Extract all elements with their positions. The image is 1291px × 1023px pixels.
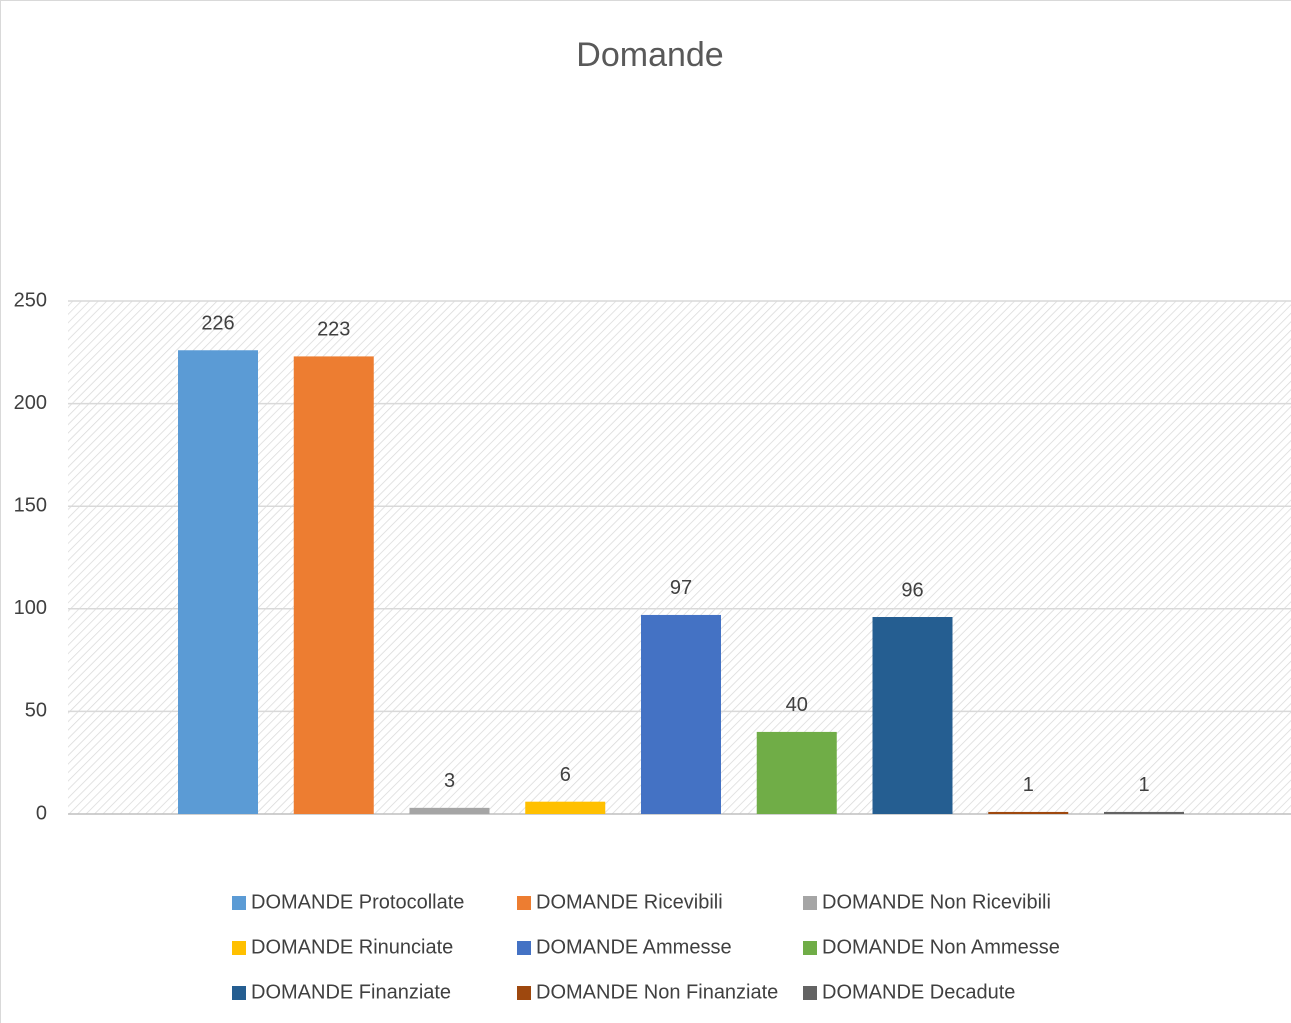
legend-swatch <box>232 896 246 910</box>
legend-swatch <box>803 941 817 955</box>
data-label: 40 <box>786 694 808 716</box>
legend-swatch <box>517 986 531 1000</box>
data-label: 223 <box>317 319 350 341</box>
legend-label: DOMANDE Rinunciate <box>251 936 453 958</box>
bar <box>409 807 490 814</box>
legend-label: DOMANDE Ricevibili <box>536 891 723 913</box>
data-label: 3 <box>444 770 455 792</box>
legend-label: DOMANDE Decadute <box>822 981 1015 1003</box>
legend-label: DOMANDE Ammesse <box>536 936 732 958</box>
chart-title: Domande <box>576 36 723 74</box>
bar <box>872 617 953 814</box>
legend-swatch <box>803 896 817 910</box>
data-label: 97 <box>670 577 692 599</box>
legend-swatch <box>517 941 531 955</box>
bar <box>1104 811 1184 814</box>
data-label: 6 <box>560 764 571 786</box>
bar <box>756 731 837 814</box>
legend-label: DOMANDE Protocollate <box>251 891 464 913</box>
legend-swatch <box>232 986 246 1000</box>
legend-swatch <box>803 986 817 1000</box>
y-tick-label: 200 <box>14 392 47 414</box>
data-label: 96 <box>901 579 923 601</box>
legend-label: DOMANDE Finanziate <box>251 981 451 1003</box>
legend-label: DOMANDE Non Finanziate <box>536 981 778 1003</box>
y-tick-label: 50 <box>25 700 47 722</box>
data-label: 226 <box>201 313 234 335</box>
legend-swatch <box>517 896 531 910</box>
legend-label: DOMANDE Non Ricevibili <box>822 891 1051 913</box>
legend-swatch <box>232 941 246 955</box>
legend-label: DOMANDE Non Ammesse <box>822 936 1060 958</box>
bar <box>641 614 721 814</box>
data-label: 1 <box>1138 774 1149 796</box>
data-label: 1 <box>1023 774 1034 796</box>
bar <box>988 811 1069 814</box>
y-tick-label: 250 <box>14 289 47 311</box>
y-tick-label: 100 <box>14 597 47 619</box>
y-tick-label: 0 <box>36 802 47 824</box>
bar <box>525 801 606 814</box>
y-tick-label: 150 <box>14 494 47 516</box>
bar <box>293 356 374 814</box>
bar <box>178 350 258 814</box>
